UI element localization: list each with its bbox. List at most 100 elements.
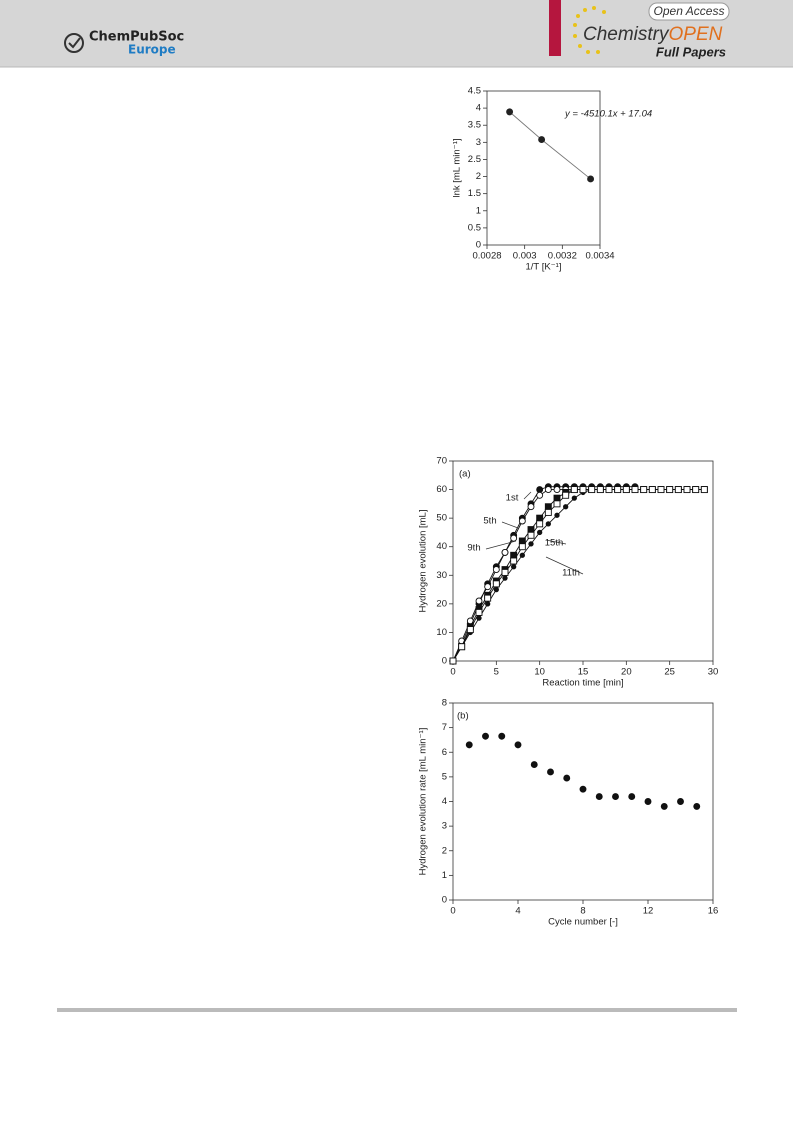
marker <box>518 537 526 545</box>
y-tick-label: 2 <box>476 171 481 182</box>
marker <box>544 508 552 516</box>
marker <box>587 175 595 183</box>
marker <box>502 575 508 581</box>
y-tick-label: 40 <box>436 541 447 552</box>
badge-text: Open Access <box>654 4 725 18</box>
marker <box>563 774 571 782</box>
marker <box>562 491 570 499</box>
marker <box>683 486 691 494</box>
x-axis-label: Reaction time [min] <box>542 678 623 689</box>
series-label: 11th <box>562 568 580 579</box>
marker <box>475 597 483 605</box>
badge <box>648 2 730 21</box>
y-tick-label: 2.5 <box>468 154 481 165</box>
x-tick-label: 30 <box>708 667 719 678</box>
marker <box>544 503 552 511</box>
series-label: 5th <box>483 516 496 527</box>
marker <box>588 486 596 494</box>
x-tick-label: 0.0032 <box>548 251 577 262</box>
marker <box>648 486 656 494</box>
label-leader <box>523 491 532 500</box>
stars <box>573 6 606 54</box>
marker <box>501 568 509 576</box>
marker <box>501 548 509 556</box>
marker <box>595 793 603 801</box>
marker <box>674 486 682 494</box>
marker <box>493 586 499 593</box>
marker <box>518 543 526 551</box>
x-tick-label: 20 <box>621 667 632 678</box>
marker <box>579 486 587 494</box>
logo-icon <box>64 33 84 53</box>
series-label: 15th <box>545 538 564 549</box>
y-tick-label: 1.5 <box>468 188 481 199</box>
marker <box>553 486 561 494</box>
marker <box>614 486 622 494</box>
marker <box>475 608 483 616</box>
marker <box>553 500 561 508</box>
y-tick-label: 20 <box>436 598 447 609</box>
marker <box>484 583 492 591</box>
marker <box>482 732 489 740</box>
y-tick-label: 3 <box>476 137 481 148</box>
marker <box>536 491 544 499</box>
label-leader <box>545 556 584 575</box>
marker <box>536 486 544 494</box>
marker <box>657 486 665 494</box>
marker <box>571 495 577 501</box>
marker <box>458 643 466 651</box>
marker <box>476 615 482 621</box>
series-line <box>509 111 591 180</box>
marker <box>660 802 668 810</box>
marker <box>510 557 518 565</box>
y-tick-label: 0 <box>476 240 481 251</box>
y-tick-label: 30 <box>436 570 447 581</box>
marker <box>693 802 701 810</box>
plot-frame <box>486 90 601 246</box>
marker <box>536 514 544 522</box>
marker <box>530 761 538 769</box>
y-tick-label: 4.5 <box>468 86 481 97</box>
marker <box>465 741 473 749</box>
marker <box>605 486 613 494</box>
plot-frame <box>452 702 714 901</box>
y-axis-label: Hydrogen evolution [mL] <box>418 510 429 613</box>
section-label: Full Papers <box>656 44 726 59</box>
marker <box>547 768 554 776</box>
x-tick-label: 15 <box>578 667 589 678</box>
journal-title: ChemistryOPEN <box>583 24 723 45</box>
x-tick-label: 25 <box>664 667 675 678</box>
marker <box>510 534 518 542</box>
marker <box>518 517 526 525</box>
y-tick-label: 70 <box>436 456 447 467</box>
marker <box>506 108 514 116</box>
y-tick-label: 8 <box>442 698 447 709</box>
marker <box>466 626 474 634</box>
y-tick-label: 3.5 <box>468 120 481 131</box>
left-logo: ChemPubSoc Europe <box>64 30 184 57</box>
marker <box>612 793 619 801</box>
marker <box>579 785 587 793</box>
marker <box>644 798 652 805</box>
logo-check <box>68 37 81 49</box>
x-tick-label: 12 <box>643 906 654 917</box>
marker <box>640 486 648 494</box>
y-tick-label: 0 <box>442 656 447 667</box>
y-tick-label: 3 <box>442 821 447 832</box>
y-axis-label: lnk [mL min⁻¹] <box>452 138 463 197</box>
marker <box>700 486 708 494</box>
series-label: 9th <box>467 543 480 554</box>
journal-title-a: Chemistry <box>583 24 670 45</box>
y-tick-label: 4 <box>476 103 481 114</box>
marker <box>498 732 506 740</box>
x-tick-label: 0.0028 <box>472 251 501 262</box>
marker <box>677 798 684 805</box>
series-label: 1st <box>506 493 519 504</box>
marker <box>527 531 535 539</box>
marker <box>449 657 457 665</box>
marker <box>536 520 544 528</box>
y-tick-label: 10 <box>436 627 447 638</box>
y-tick-label: 6 <box>442 747 447 758</box>
